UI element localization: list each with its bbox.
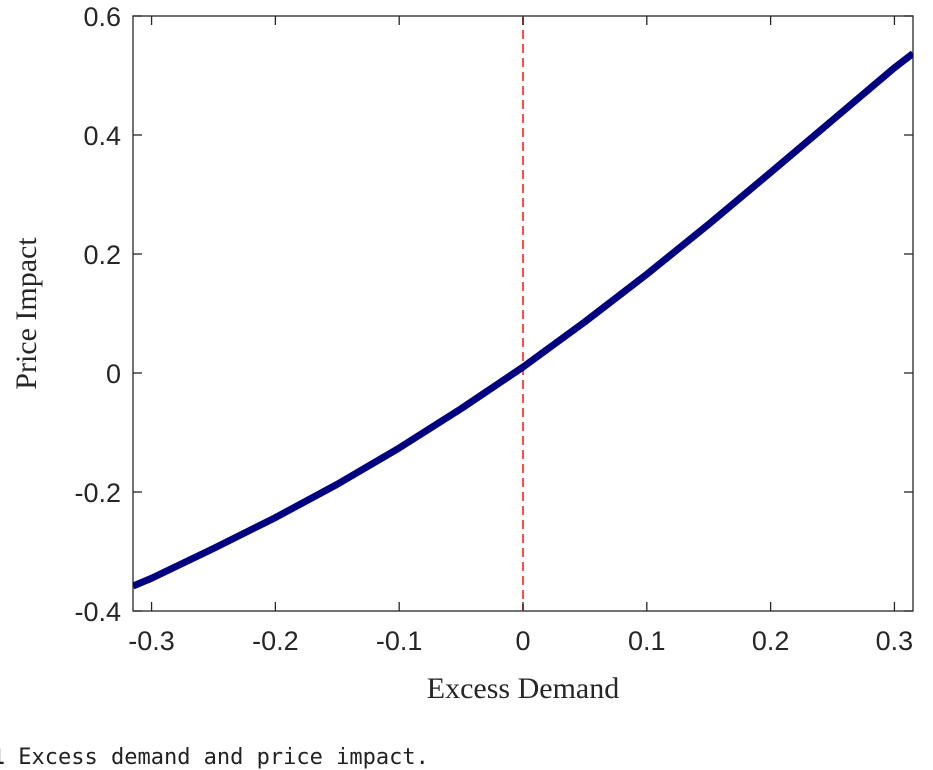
x-tick-label: -0.1 bbox=[376, 626, 423, 656]
y-tick-label: 0.2 bbox=[83, 240, 121, 270]
x-axis-title: Excess Demand bbox=[427, 672, 619, 705]
x-tick-label: -0.3 bbox=[128, 626, 175, 656]
x-tick-label: 0 bbox=[515, 626, 530, 656]
figure-caption-text: Excess demand and price impact. bbox=[18, 745, 429, 770]
series-line bbox=[133, 50, 913, 590]
x-tick-label: -0.2 bbox=[252, 626, 299, 656]
y-tick-label: 0.6 bbox=[83, 2, 121, 32]
y-tick-label: 0.4 bbox=[83, 121, 121, 151]
axis-ticks: -0.3 -0.2 -0.1 0 0.1 0.2 0.3 -0.4 -0.2 0 0.2 0.4 0.6 bbox=[74, 2, 913, 656]
x-tick-label: 0.1 bbox=[628, 626, 666, 656]
plot-area bbox=[132, 15, 914, 612]
figure-number: 1 bbox=[0, 744, 4, 769]
y-axis-title: Price Impact bbox=[10, 237, 43, 390]
y-tick-label: -0.4 bbox=[74, 597, 121, 627]
y-tick-label: 0 bbox=[106, 359, 121, 389]
figure-caption: 1 Excess demand and price impact. bbox=[0, 744, 429, 770]
x-tick-label: 0.3 bbox=[876, 626, 914, 656]
x-tick-label: 0.2 bbox=[752, 626, 790, 656]
y-tick-label: -0.2 bbox=[74, 478, 121, 508]
